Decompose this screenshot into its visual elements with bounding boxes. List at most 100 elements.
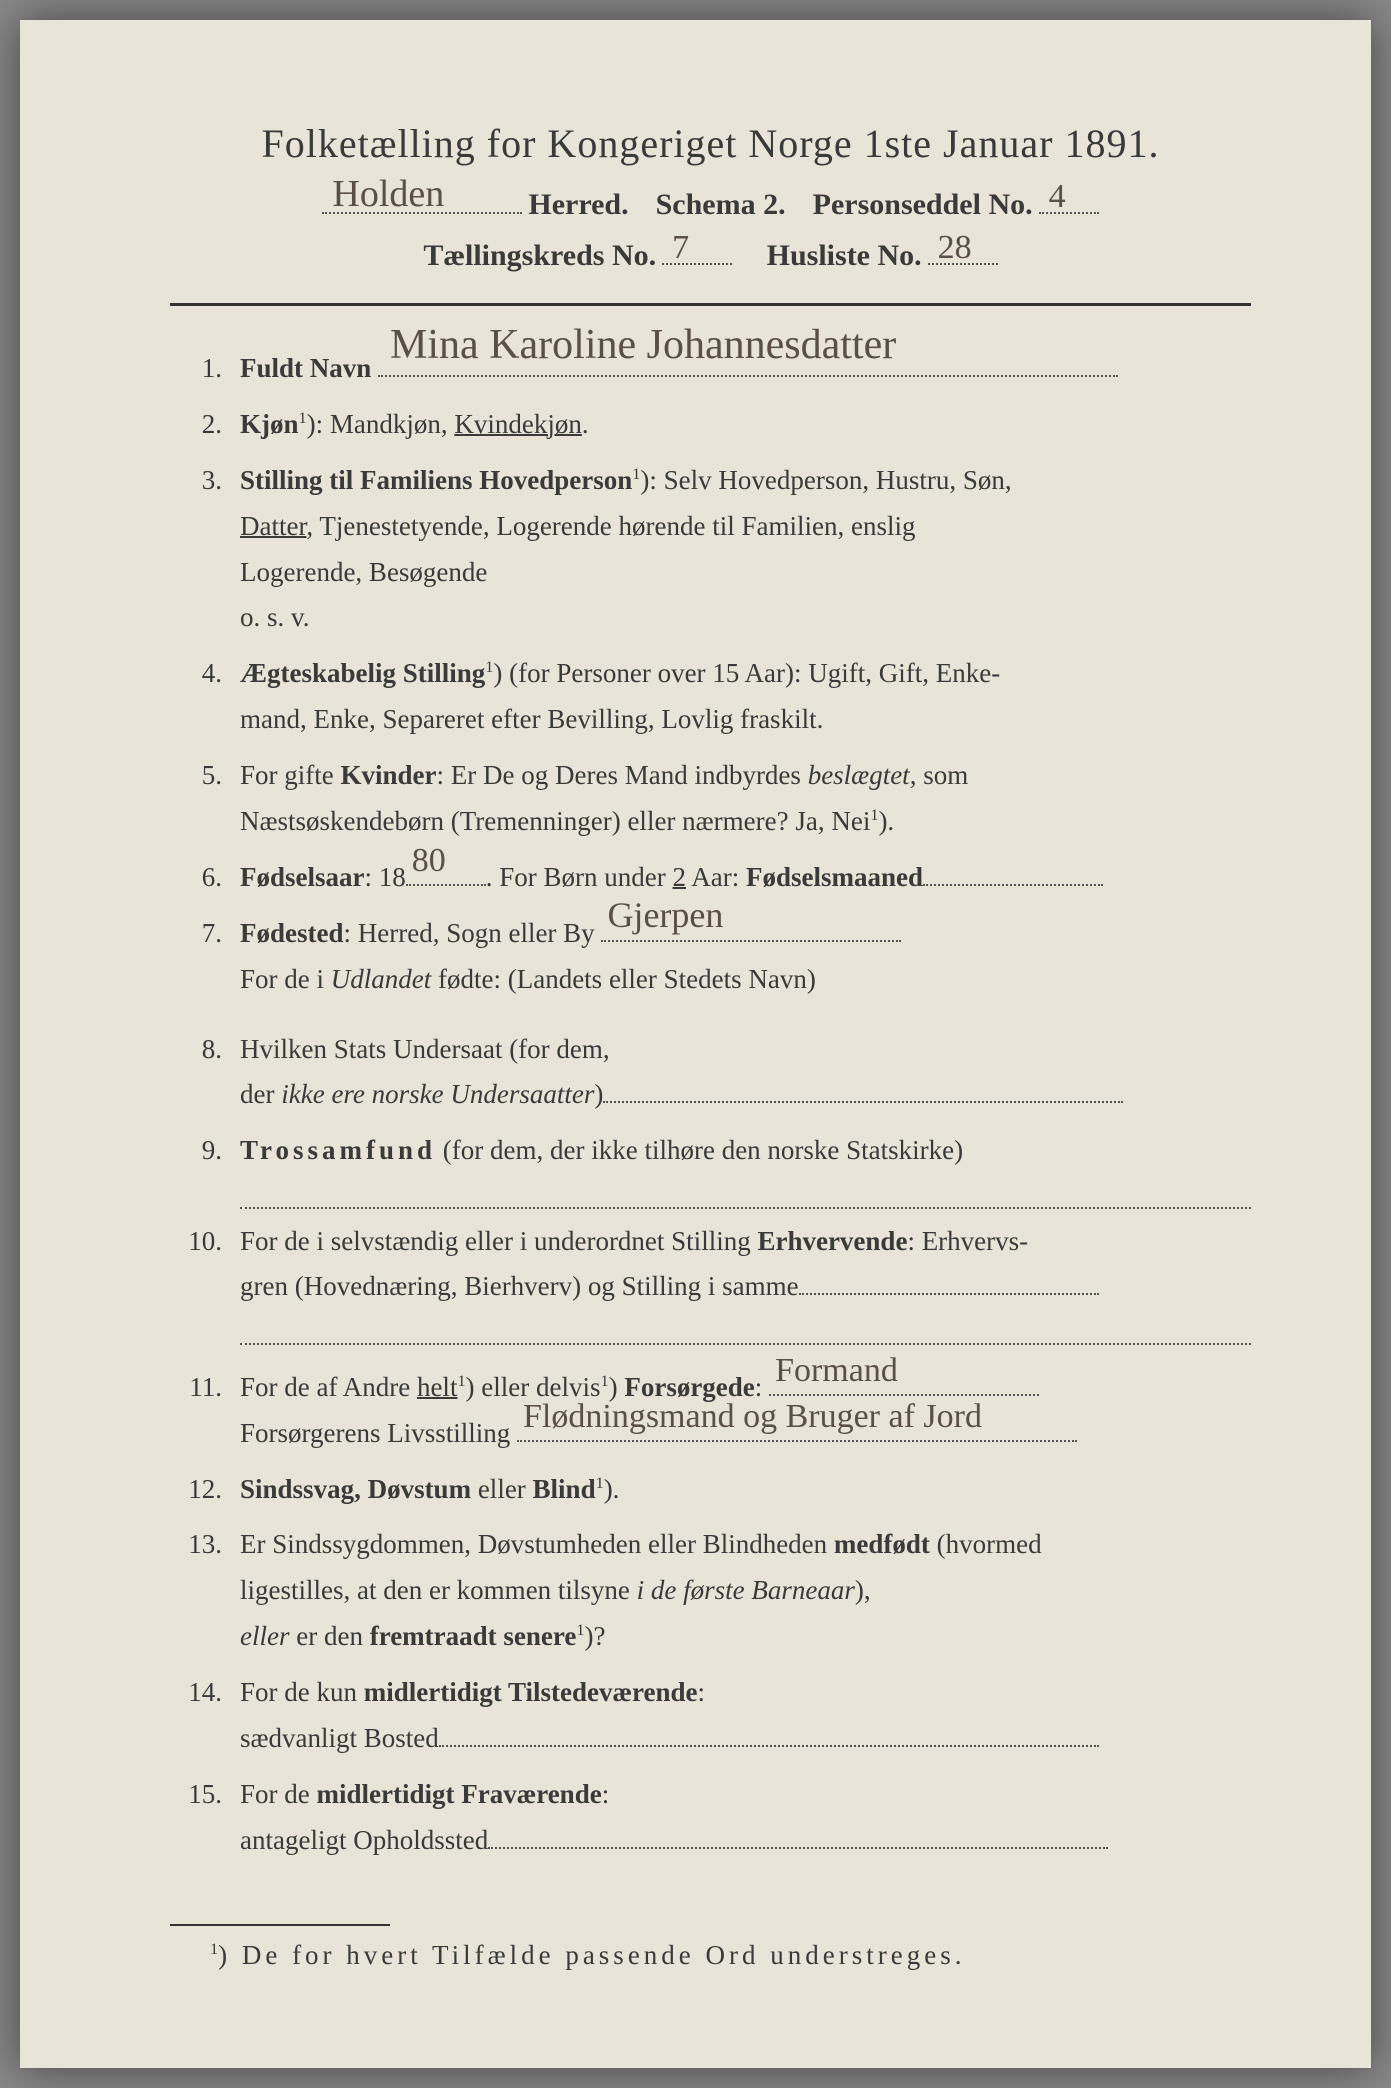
helt: helt bbox=[417, 1372, 458, 1402]
subtitle-row-1: Holden Herred. Schema 2. Personseddel No… bbox=[170, 181, 1251, 222]
sup: 1 bbox=[596, 1474, 604, 1492]
year-field: 80 bbox=[406, 858, 486, 886]
item-body: Stilling til Familiens Hovedperson1): Se… bbox=[240, 458, 1251, 642]
label: Sindssvag, Døvstum bbox=[240, 1474, 471, 1504]
main-title: Folketælling for Kongeriget Norge 1ste J… bbox=[170, 120, 1251, 167]
udlandet: Udlandet bbox=[331, 964, 432, 994]
item-10: 10. For de i selvstændig eller i underor… bbox=[170, 1219, 1251, 1345]
supporter-occupation-field: Flødningsmand og Bruger af Jord bbox=[517, 1413, 1077, 1441]
item-3: 3. Stilling til Familiens Hovedperson1):… bbox=[170, 458, 1251, 642]
t: medfødt bbox=[834, 1529, 930, 1559]
text: (for dem, der ikke tilhøre den norske St… bbox=[436, 1135, 963, 1165]
t: eller bbox=[240, 1621, 289, 1651]
mid: eller bbox=[471, 1474, 532, 1504]
t: ikke ere norske Undersaatter bbox=[281, 1079, 594, 1109]
t: fødte: (Landets eller Stedets Navn) bbox=[431, 964, 816, 994]
line1: ) (for Personer over 15 Aar): Ugift, Gif… bbox=[493, 658, 1000, 688]
tkreds-field: 7 bbox=[662, 232, 732, 265]
footnote-sup: 1 bbox=[210, 1940, 218, 1958]
birthplace-value: Gjerpen bbox=[607, 885, 723, 946]
item-num: 4. bbox=[170, 651, 240, 697]
line2: gren (Hovednæring, Bierhverv) og Stillin… bbox=[240, 1271, 799, 1301]
t: er den bbox=[289, 1621, 369, 1651]
item-label: Fuldt Navn bbox=[240, 353, 371, 383]
t: i de første Barneaar bbox=[637, 1575, 855, 1605]
name-field: Mina Karoline Johannesdatter bbox=[378, 349, 1118, 377]
subtitle-row-2: Tællingskreds No. 7 Husliste No. 28 bbox=[170, 232, 1251, 273]
selected-option: Datter bbox=[240, 511, 306, 541]
item-12: 12. Sindssvag, Døvstum eller Blind1). bbox=[170, 1467, 1251, 1513]
t: : bbox=[602, 1779, 610, 1809]
item-num: 15. bbox=[170, 1772, 240, 1818]
prefix: : 18 bbox=[365, 862, 406, 892]
t: : bbox=[698, 1677, 706, 1707]
item-num: 10. bbox=[170, 1219, 240, 1265]
item-num: 13. bbox=[170, 1522, 240, 1568]
herred-label: Herred. bbox=[528, 188, 628, 222]
line3: Logerende, Besøgende bbox=[240, 557, 487, 587]
t: For gifte bbox=[240, 760, 341, 790]
t: (hvormed bbox=[930, 1529, 1042, 1559]
line1: ): Selv Hovedperson, Hustru, Søn, bbox=[640, 465, 1011, 495]
herred-value: Holden bbox=[332, 172, 444, 216]
t: ). bbox=[878, 806, 894, 836]
t: , som bbox=[910, 760, 969, 790]
item-body: Fødselsaar: 1880. For Børn under 2 Aar: … bbox=[240, 855, 1251, 901]
occupation-field-1 bbox=[799, 1267, 1099, 1295]
husliste-field: 28 bbox=[928, 232, 998, 265]
item-num: 8. bbox=[170, 1027, 240, 1073]
personseddel-value: 4 bbox=[1049, 178, 1066, 216]
form-items: 1. Fuldt Navn Mina Karoline Johannesdatt… bbox=[170, 346, 1251, 1864]
t: For de kun bbox=[240, 1677, 364, 1707]
tkreds-label: Tællingskreds No. bbox=[423, 239, 656, 273]
line2: mand, Enke, Separeret efter Bevilling, L… bbox=[240, 704, 823, 734]
item-1: 1. Fuldt Navn Mina Karoline Johannesdatt… bbox=[170, 346, 1251, 392]
t: For de bbox=[240, 1779, 317, 1809]
t: : Er De og Deres Mand indbyrdes bbox=[437, 760, 808, 790]
item-num: 14. bbox=[170, 1670, 240, 1716]
item-body: For de midlertidigt Fraværende: antageli… bbox=[240, 1772, 1251, 1864]
item-num: 6. bbox=[170, 855, 240, 901]
schema-label: Schema 2. bbox=[656, 188, 786, 222]
item-body: Ægteskabelig Stilling1) (for Personer ov… bbox=[240, 651, 1251, 743]
item-2: 2. Kjøn1): Mandkjøn, Kvindekjøn. bbox=[170, 402, 1251, 448]
personseddel-label: Personseddel No. bbox=[813, 188, 1033, 222]
item-9: 9. Trossamfund (for dem, der ikke tilhør… bbox=[170, 1128, 1251, 1208]
item-4: 4. Ægteskabelig Stilling1) (for Personer… bbox=[170, 651, 1251, 743]
t: Er Sindssygdommen, Døvstumheden eller Bl… bbox=[240, 1529, 834, 1559]
item-num: 5. bbox=[170, 753, 240, 799]
residence-field bbox=[439, 1719, 1099, 1747]
item-label: Kjøn bbox=[240, 409, 299, 439]
item-body: Fuldt Navn Mina Karoline Johannesdatter bbox=[240, 346, 1251, 392]
t: midlertidigt Tilstedeværende bbox=[364, 1677, 698, 1707]
t: midlertidigt Fraværende bbox=[317, 1779, 602, 1809]
item-label: Fødselsaar bbox=[240, 862, 365, 892]
line2: , Tjenestetyende, Logerende hørende til … bbox=[306, 511, 915, 541]
form-header: Folketælling for Kongeriget Norge 1ste J… bbox=[170, 120, 1251, 273]
birthplace-field: Gjerpen bbox=[601, 913, 901, 941]
item-body: For gifte Kvinder: Er De og Deres Mand i… bbox=[240, 753, 1251, 845]
item-13: 13. Er Sindssygdommen, Døvstumheden elle… bbox=[170, 1522, 1251, 1660]
tkreds-value: 7 bbox=[672, 229, 689, 267]
item-11: 11. For de af Andre helt1) eller delvis1… bbox=[170, 1365, 1251, 1457]
item-label: Ægteskabelig Stilling bbox=[240, 658, 485, 688]
item-num: 12. bbox=[170, 1467, 240, 1513]
t: For de af Andre bbox=[240, 1372, 417, 1402]
citizenship-field bbox=[603, 1075, 1123, 1103]
label2: Blind bbox=[533, 1474, 596, 1504]
item-8: 8. Hvilken Stats Undersaat (for dem, der… bbox=[170, 1027, 1251, 1119]
item-label: Stilling til Familiens Hovedperson bbox=[240, 465, 632, 495]
t: : Erhvervs- bbox=[907, 1226, 1028, 1256]
footnote: 1) De for hvert Tilfælde passende Ord un… bbox=[170, 1940, 1251, 1971]
tail-bold: Fødselsmaaned bbox=[746, 862, 923, 892]
item-num: 3. bbox=[170, 458, 240, 504]
item-7: 7. Fødested: Herred, Sogn eller By Gjerp… bbox=[170, 911, 1251, 1003]
census-form-page: Folketælling for Kongeriget Norge 1ste J… bbox=[20, 20, 1371, 2068]
kvinder: Kvinder bbox=[341, 760, 437, 790]
tail: . bbox=[582, 409, 589, 439]
item-num: 1. bbox=[170, 346, 240, 392]
tail: ). bbox=[604, 1474, 620, 1504]
sup: 1 bbox=[457, 1372, 465, 1390]
item-num: 2. bbox=[170, 402, 240, 448]
item-15: 15. For de midlertidigt Fraværende: anta… bbox=[170, 1772, 1251, 1864]
